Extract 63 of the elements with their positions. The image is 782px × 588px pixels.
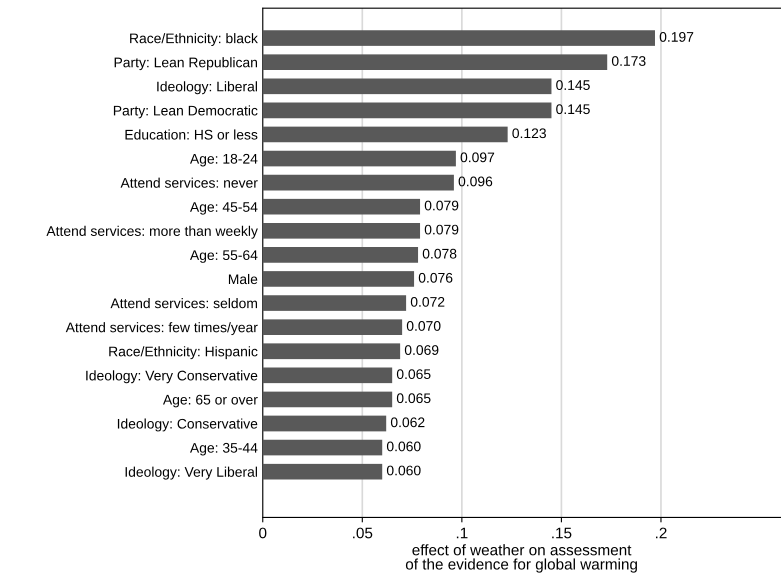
bar [262,464,382,480]
y-tick-label: Education: HS or less [125,129,258,140]
bar [262,150,456,166]
bar [262,343,400,360]
x-axis-title: effect of weather on assessment of the evidence for global warming [406,544,637,573]
bar [262,367,392,384]
bar [262,247,418,263]
bar [262,222,420,239]
x-tick-label: .2 [656,528,667,538]
bar [262,54,608,70]
y-tick-label: Ideology: Very Conservative [86,370,258,384]
data-label: 0.078 [422,248,456,259]
data-label: 0.065 [396,393,431,404]
y-tick-label: Age: 45-54 [190,202,258,215]
data-label: 0.079 [424,200,458,210]
y-tick-label: Attend services: never [120,178,258,188]
data-label: 0.065 [396,369,431,380]
y-tick-label: Race/Ethnicity: black [130,33,258,46]
y-tick-label: Ideology: Liberal [157,81,257,94]
bar [262,78,552,94]
data-label: 0.145 [556,80,590,90]
bar [262,319,402,335]
data-label: 0.060 [386,441,421,452]
bar [262,271,414,287]
bar [262,295,406,311]
data-label: 0.069 [404,345,438,355]
data-label: 0.076 [418,272,452,283]
data-label: 0.079 [424,224,458,235]
data-label: 0.173 [612,56,646,66]
y-tick-label: Age: 55-64 [190,250,258,263]
y-tick-label: Ideology: Conservative [118,418,258,432]
data-label: 0.062 [390,417,424,428]
data-label: 0.072 [410,296,444,307]
data-label: 0.197 [660,32,694,42]
y-tick-label: Attend services: more than weekly [46,226,258,239]
x-tick-label: .1 [456,528,468,538]
x-tick-label: 0 [259,528,266,538]
x-tick-label: .15 [552,528,572,538]
y-tick-label: Attend services: few times/year [66,322,258,336]
y-tick-label: Party: Lean Republican [114,57,257,70]
x-tick-label: .05 [353,528,372,538]
y-tick-label: Age: 35-44 [190,442,258,456]
bar [262,102,552,118]
data-label: 0.097 [460,152,494,162]
y-tick-label: Age: 65 or over [162,394,258,408]
bar [262,30,655,46]
data-label: 0.145 [556,104,590,114]
bar [262,416,386,432]
data-label: 0.123 [512,128,546,138]
bar [262,440,382,456]
y-tick-label: Age: 18-24 [190,154,258,166]
y-tick-label: Ideology: Very Liberal [126,466,257,480]
y-tick-label: Attend services: seldom [110,298,257,308]
y-tick-label: Party: Lean Democratic [114,105,258,118]
bar [262,126,508,142]
bar [262,174,454,190]
data-label: 0.096 [458,176,492,186]
y-tick-label: Male [228,274,258,284]
data-label: 0.070 [406,321,441,331]
bar [262,392,392,408]
y-tick-label: Race/Ethnicity: Hispanic [109,346,258,360]
data-label: 0.060 [386,466,421,476]
bar [262,198,420,215]
